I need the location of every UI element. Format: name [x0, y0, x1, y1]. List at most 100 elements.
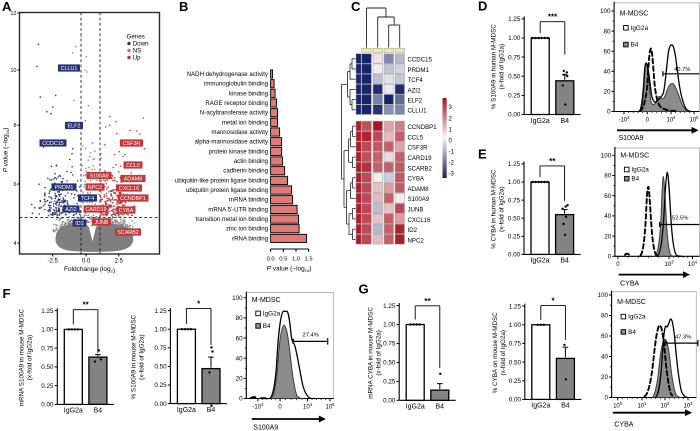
svg-text:20: 20	[601, 374, 609, 381]
svg-text:0.0: 0.0	[267, 257, 275, 263]
svg-text:CYBA: CYBA	[620, 281, 639, 288]
svg-text:(x-fold of IgG2a): (x-fold of IgG2a)	[500, 330, 507, 376]
svg-text:0.00: 0.00	[383, 398, 396, 405]
svg-text:104: 104	[688, 260, 698, 269]
svg-text:103: 103	[683, 401, 693, 410]
svg-text:0.50: 0.50	[508, 215, 521, 222]
svg-text:1.25: 1.25	[508, 16, 521, 23]
svg-text:40.7%: 40.7%	[674, 67, 690, 73]
svg-text:3: 3	[449, 105, 453, 111]
svg-text:PRDM1: PRDM1	[408, 67, 430, 74]
svg-text:CARD19: CARD19	[85, 207, 106, 213]
svg-text:52.5%: 52.5%	[672, 216, 688, 222]
svg-text:(x-fold of IgG2a): (x-fold of IgG2a)	[26, 335, 33, 381]
svg-text:1: 1	[449, 128, 453, 134]
svg-text:27.4%: 27.4%	[303, 333, 319, 339]
svg-text:Up: Up	[133, 55, 141, 62]
svg-text:ubiquitin protein ligase bindi: ubiquitin protein ligase binding	[186, 187, 268, 194]
svg-text:0.25: 0.25	[508, 234, 521, 241]
svg-text:60: 60	[603, 48, 611, 55]
svg-text:SCARB2: SCARB2	[408, 165, 433, 172]
svg-text:mRNA 5'-UTR binding: mRNA 5'-UTR binding	[208, 206, 268, 213]
svg-text:100: 100	[601, 153, 612, 160]
svg-text:N-acyltransferase activity: N-acyltransferase activity	[200, 110, 269, 117]
svg-text:CCL5: CCL5	[126, 163, 140, 169]
svg-text:CCL5: CCL5	[408, 134, 424, 141]
svg-text:0.25: 0.25	[383, 379, 396, 386]
svg-text:2.5: 2.5	[115, 259, 124, 265]
svg-text:0.75: 0.75	[509, 341, 522, 348]
svg-text:JUNB: JUNB	[94, 220, 108, 226]
svg-text:103: 103	[664, 260, 674, 269]
svg-text:40: 40	[604, 213, 612, 220]
svg-text:4: 4	[13, 241, 16, 247]
svg-text:-103: -103	[618, 115, 630, 124]
svg-text:CARD19: CARD19	[408, 155, 433, 162]
svg-text:1.25: 1.25	[41, 308, 54, 315]
svg-text:0: 0	[616, 262, 620, 268]
svg-text:CSF3R: CSF3R	[123, 141, 141, 147]
svg-text:**: **	[82, 301, 89, 310]
svg-text:transition metal ion binding: transition metal ion binding	[196, 216, 269, 223]
svg-text:10: 10	[10, 68, 16, 74]
svg-text:***: ***	[548, 13, 558, 22]
svg-text:M-MDSC: M-MDSC	[620, 10, 649, 17]
svg-text:100: 100	[597, 292, 608, 299]
svg-text:CYBA: CYBA	[119, 208, 134, 214]
svg-text:80: 80	[601, 313, 609, 320]
svg-text:Foldchange (log2): Foldchange (log2)	[64, 266, 115, 275]
svg-text:1.00: 1.00	[41, 327, 54, 334]
svg-text:0.00: 0.00	[509, 397, 522, 404]
svg-text:immunoglobulin binding: immunoglobulin binding	[204, 81, 268, 88]
svg-text:S100A9: S100A9	[619, 135, 644, 142]
svg-text:105: 105	[689, 115, 699, 124]
svg-text:102: 102	[660, 401, 670, 410]
svg-text:100: 100	[613, 401, 623, 410]
svg-text:1.00: 1.00	[383, 322, 396, 329]
svg-text:CXCL16: CXCL16	[119, 186, 139, 192]
svg-text:CLLU1: CLLU1	[408, 108, 428, 115]
svg-text:1.25: 1.25	[154, 308, 167, 315]
svg-text:20: 20	[603, 89, 611, 96]
svg-text:(x-fold of IgG2a): (x-fold of IgG2a)	[138, 334, 145, 380]
svg-text:CCDC15: CCDC15	[408, 57, 433, 64]
svg-text:% S100A9 in human M-MDSC: % S100A9 in human M-MDSC	[491, 24, 498, 109]
svg-text:B4: B4	[561, 403, 570, 410]
svg-text:B4: B4	[207, 407, 216, 414]
svg-text:PRDM1: PRDM1	[55, 185, 74, 191]
svg-text:ID2: ID2	[75, 221, 83, 227]
svg-text:0: 0	[278, 404, 282, 410]
svg-text:B4: B4	[94, 408, 103, 415]
svg-text:P value (−log10): P value (−log10)	[267, 266, 312, 274]
svg-text:TCF4: TCF4	[81, 196, 94, 202]
svg-text:ELF2: ELF2	[68, 124, 81, 130]
svg-text:0: 0	[449, 139, 453, 145]
svg-text:CCNDBP1: CCNDBP1	[120, 196, 146, 202]
svg-text:B4: B4	[628, 329, 636, 336]
svg-text:mRNA S100A9 in mouse M-MDSC: mRNA S100A9 in mouse M-MDSC	[19, 308, 26, 406]
svg-text:RAGE receptor binding: RAGE receptor binding	[205, 100, 268, 107]
svg-text:0.25: 0.25	[508, 93, 521, 100]
svg-text:JUNB: JUNB	[408, 207, 424, 214]
svg-text:CXCL16: CXCL16	[408, 217, 432, 224]
svg-text:IgG2a: IgG2a	[531, 118, 550, 125]
svg-text:rRNA binding: rRNA binding	[232, 235, 268, 242]
svg-text:0.75: 0.75	[508, 197, 521, 204]
svg-text:CCDC15: CCDC15	[42, 141, 64, 147]
svg-text:80: 80	[603, 28, 611, 35]
svg-text:AZI2: AZI2	[408, 87, 421, 94]
svg-text:0.75: 0.75	[508, 54, 521, 61]
svg-text:metal ion binding: metal ion binding	[222, 119, 268, 126]
svg-text:1.00: 1.00	[154, 326, 167, 333]
svg-text:% CYBA in human M-MDSC: % CYBA in human M-MDSC	[491, 169, 498, 249]
svg-text:B4: B4	[561, 118, 570, 125]
svg-text:CYBA: CYBA	[408, 176, 426, 183]
svg-text:0.75: 0.75	[154, 345, 167, 352]
svg-text:ELF2: ELF2	[408, 98, 423, 105]
svg-text:E: E	[478, 147, 487, 162]
svg-text:B4: B4	[631, 42, 639, 49]
svg-text:**: **	[549, 157, 556, 166]
svg-text:kinase binding: kinase binding	[229, 90, 268, 97]
svg-text:0.50: 0.50	[383, 360, 396, 367]
svg-text:NPC2: NPC2	[88, 185, 102, 191]
